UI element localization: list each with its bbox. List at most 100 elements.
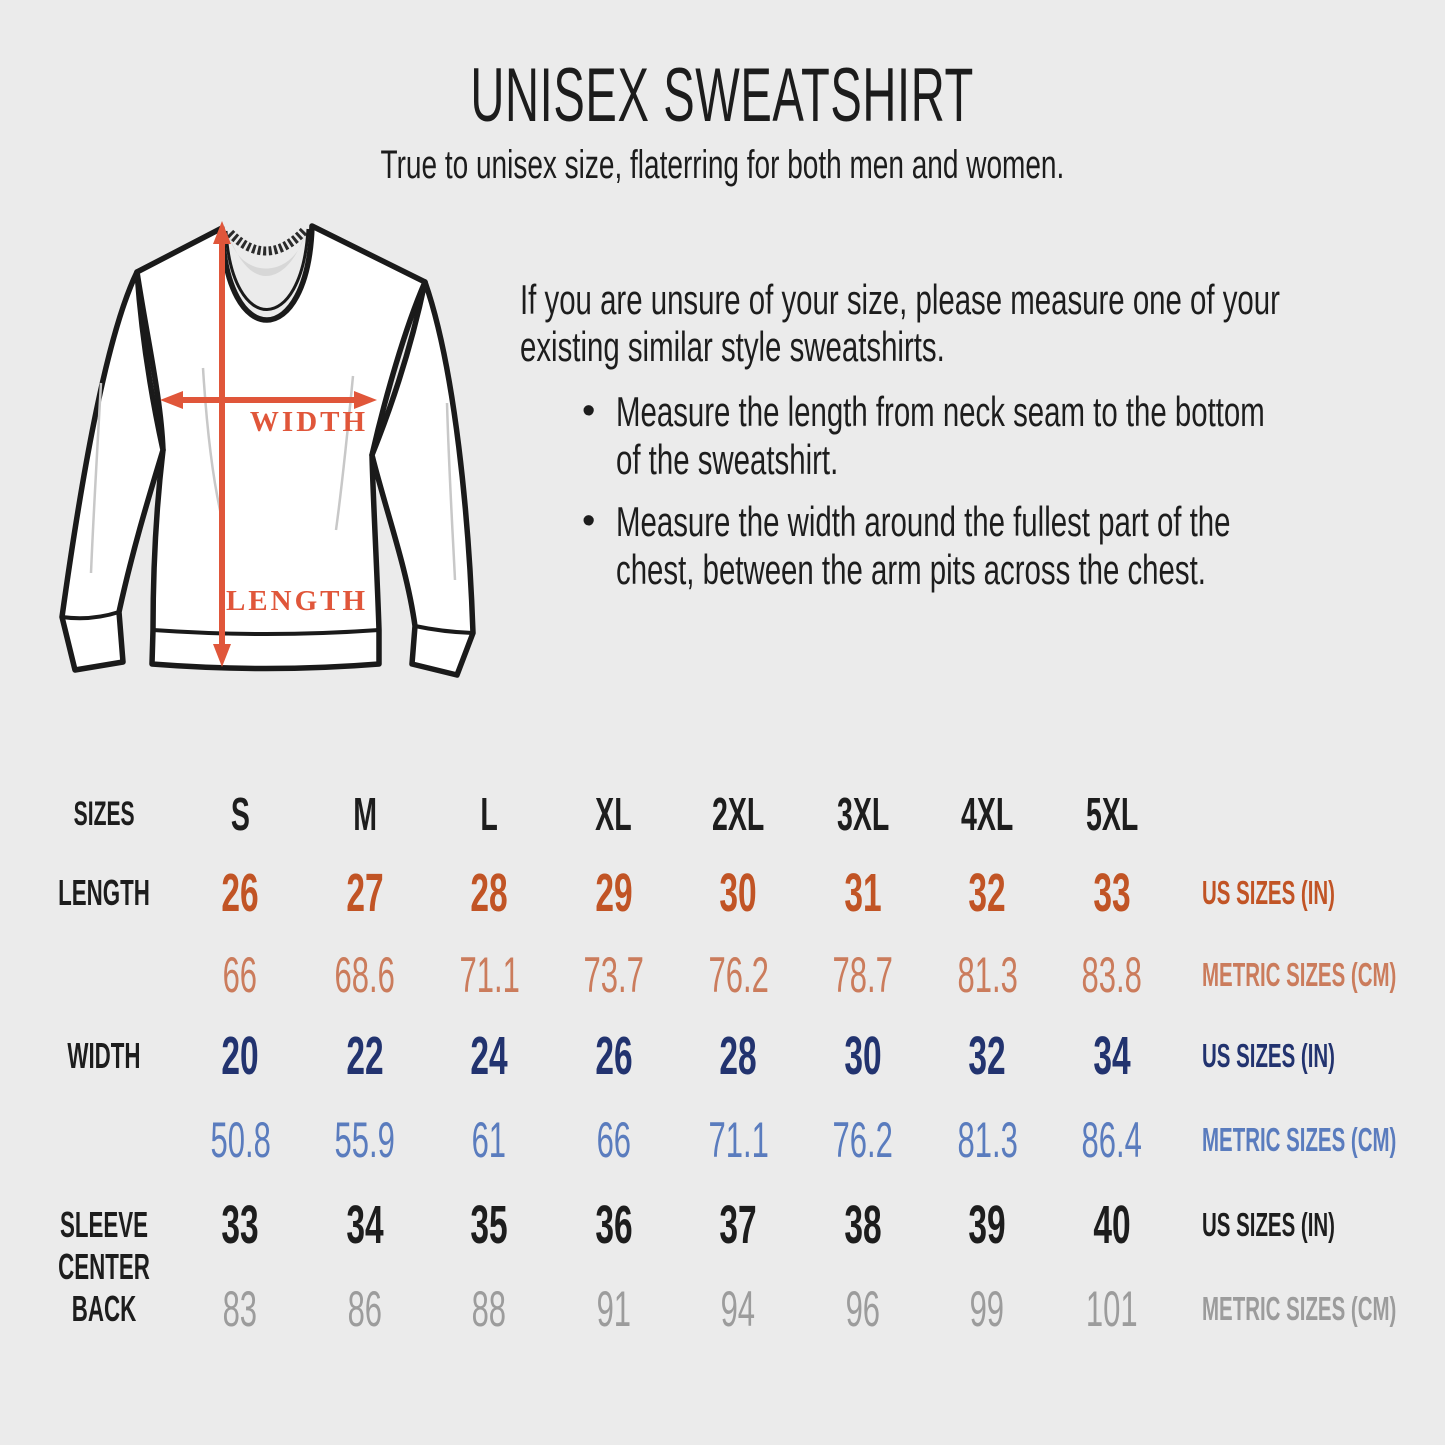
sleeve-metric-row: 83 86 88 91 94 96 99 101 METRIC SIZES (C… [30,1268,1415,1350]
table-cell: 66 [223,947,258,1003]
table-cell: 76.2 [708,947,769,1003]
table-cell: 96 [845,1281,880,1337]
table-cell: 55.9 [334,1111,395,1168]
width-us-row: WIDTH 20 22 24 26 28 30 32 34 US SIZES (… [30,1015,1415,1097]
table-cell: 50.8 [210,1111,271,1168]
table-cell: 28 [470,862,508,923]
intro-line: existing similar style sweatshirts. [520,323,945,370]
size-col-m: M [352,788,377,840]
table-cell: 39 [968,1195,1006,1255]
width-row-label: WIDTH [67,1035,141,1076]
table-cell: 26 [221,862,259,923]
size-col-3xl: 3XL [836,788,889,840]
table-cell: 91 [596,1281,631,1337]
collar-stitching [226,227,308,256]
size-col-5xl: 5XL [1085,788,1138,840]
bullet-line: of the sweatshirt. [616,436,839,483]
table-cell: 81.3 [957,1111,1018,1168]
unit-label: US SIZES (IN) [1202,873,1336,911]
table-cell: 40 [1093,1195,1131,1255]
table-cell: 30 [719,862,757,923]
table-cell: 71.1 [708,1111,769,1168]
table-cell: 29 [595,862,633,923]
size-table: SIZES S M L XL 2XL 3XL 4XL 5XL LENGTH 26… [30,778,1415,1350]
bullet-item-length: • Measure the length from neck seam to t… [520,388,1430,484]
sleeve-row-label: SLEEVE CENTER BACK [58,1204,150,1329]
table-cell: 33 [221,1195,259,1255]
length-metric-row: 66 68.6 71.1 73.7 76.2 78.7 81.3 83.8 ME… [30,935,1415,1015]
table-cell: 76.2 [832,1111,893,1168]
bullet-line: chest, between the arm pits across the c… [616,546,1206,593]
collar-shadow [228,230,306,276]
bullet-line: Measure the width around the fullest par… [616,498,1231,545]
length-arrow [213,221,231,667]
width-arrow [160,391,377,409]
table-cell: 22 [346,1026,384,1086]
width-arrow-label: WIDTH [250,406,368,438]
intro-line: If you are unsure of your size, please m… [520,276,1280,323]
table-cell: 94 [721,1281,756,1337]
bullet-icon: • [582,390,596,432]
table-cell: 35 [470,1195,508,1255]
page-title: UNISEX SWEATSHIRT [470,53,975,138]
bullet-icon: • [582,500,596,542]
table-cell: 32 [968,1026,1006,1086]
table-cell: 26 [595,1026,633,1086]
table-cell: 61 [472,1111,507,1168]
table-cell: 34 [346,1195,384,1255]
table-cell: 38 [844,1195,882,1255]
length-arrow-label: LENGTH [226,585,368,617]
table-cell: 83.8 [1081,947,1142,1003]
table-cell: 24 [470,1026,508,1086]
table-cell: 81.3 [957,947,1018,1003]
collar-inner-line [224,228,310,311]
table-cell: 33 [1093,862,1131,923]
sizes-column-label: SIZES [73,794,135,833]
size-col-2xl: 2XL [712,788,765,840]
unit-label: US SIZES (IN) [1202,1206,1336,1243]
table-cell: 101 [1085,1281,1138,1337]
table-cell: 78.7 [832,947,893,1003]
table-cell: 83 [223,1281,258,1337]
table-cell: 73.7 [583,947,644,1003]
unit-label: METRIC SIZES (CM) [1202,956,1397,993]
right-sleeve [369,279,476,678]
sweatshirt-diagram: WIDTH LENGTH [59,221,476,678]
table-cell: 34 [1093,1026,1131,1086]
length-row-label: LENGTH [58,871,150,913]
table-cell: 20 [221,1026,259,1086]
left-cuff-line [61,610,120,621]
table-cell: 27 [346,862,384,923]
hem-band-line [152,628,380,636]
table-cell: 32 [968,862,1006,923]
measuring-instructions: If you are unsure of your size, please m… [520,276,1430,594]
right-cuff-line [414,624,474,635]
width-metric-row: 50.8 55.9 61 66 71.1 76.2 81.3 86.4 METR… [30,1097,1415,1182]
size-col-l: L [480,788,498,840]
table-cell: 36 [595,1195,633,1255]
table-cell: 68.6 [334,947,395,1003]
unit-label: US SIZES (IN) [1202,1037,1336,1074]
unit-label: METRIC SIZES (CM) [1202,1120,1397,1158]
table-cell: 99 [970,1281,1005,1337]
size-col-4xl: 4XL [961,788,1014,840]
table-cell: 88 [472,1281,507,1337]
table-cell: 71.1 [459,947,520,1003]
table-cell: 86 [347,1281,382,1337]
table-cell: 86.4 [1081,1111,1142,1168]
bullet-item-width: • Measure the width around the fullest p… [520,498,1430,594]
size-col-s: S [230,788,250,840]
table-cell: 28 [719,1026,757,1086]
size-col-xl: XL [595,788,632,840]
table-header-row: SIZES S M L XL 2XL 3XL 4XL 5XL [30,778,1415,850]
table-cell: 30 [844,1026,882,1086]
table-cell: 31 [844,862,882,923]
unit-label: METRIC SIZES (CM) [1202,1290,1397,1327]
length-us-row: LENGTH 26 27 28 29 30 31 32 33 US SIZES … [30,850,1415,935]
bullet-line: Measure the length from neck seam to the… [616,388,1265,435]
table-cell: 66 [596,1111,631,1168]
table-cell: 37 [719,1195,757,1255]
sleeve-us-row: SLEEVE CENTER BACK 33 34 35 36 37 38 39 … [30,1182,1415,1329]
page-subtitle: True to unisex size, flaterring for both… [380,143,1065,187]
